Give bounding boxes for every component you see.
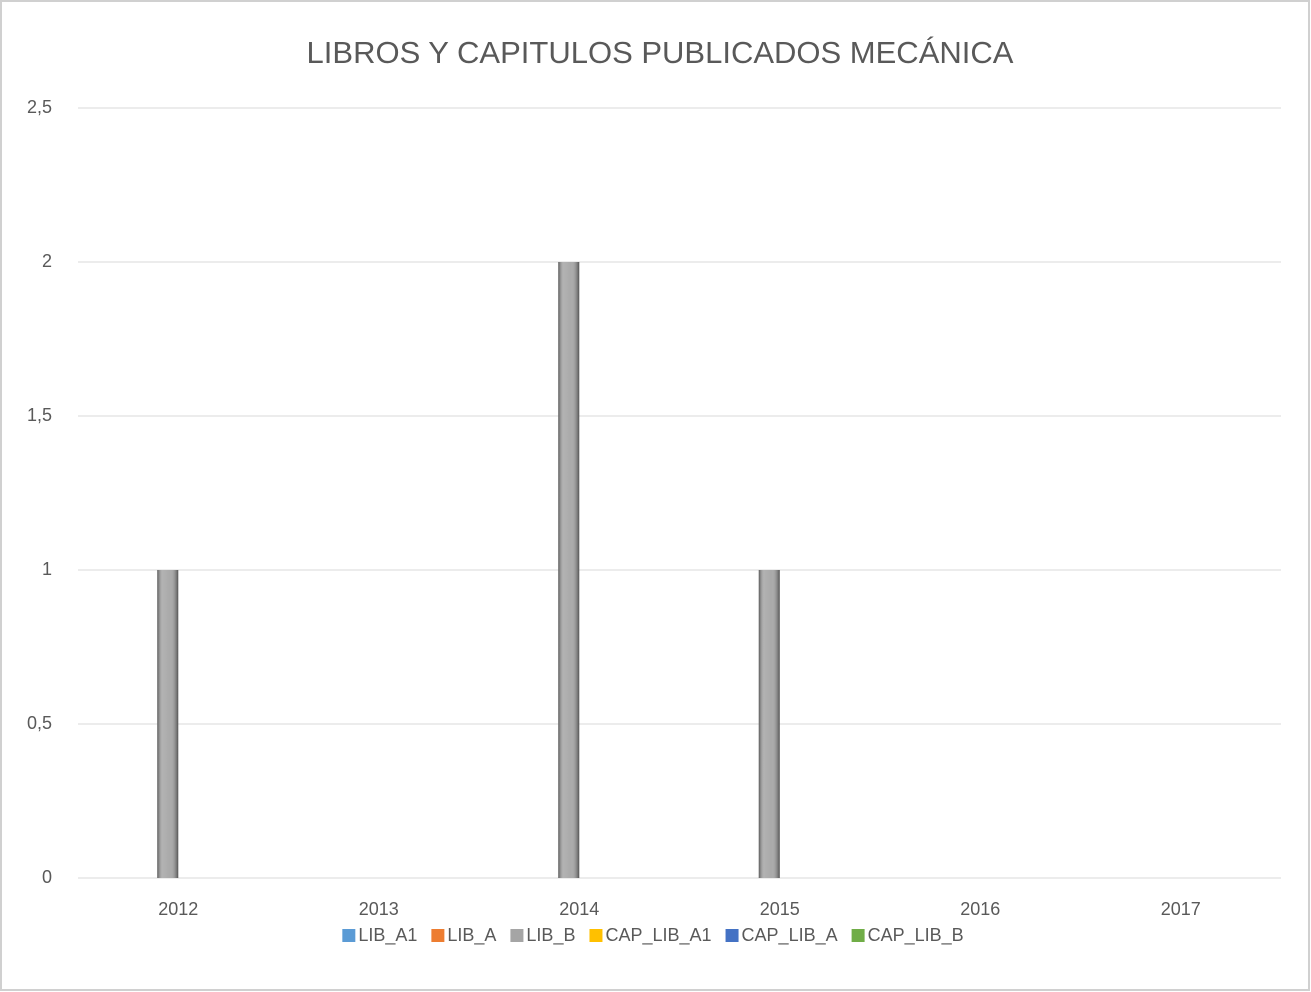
legend-swatch <box>589 929 603 942</box>
x-tick-label: 2015 <box>760 899 800 919</box>
bar-bevel <box>157 570 179 878</box>
x-tick-label: 2012 <box>158 899 198 919</box>
y-tick-label: 2 <box>42 251 52 271</box>
legend-swatch <box>851 929 865 942</box>
chart-title: LIBROS Y CAPITULOS PUBLICADOS MECÁNICA <box>307 35 1014 70</box>
y-tick-label: 0 <box>42 867 52 887</box>
legend-swatch <box>431 929 445 942</box>
y-tick-label: 2,5 <box>27 97 52 117</box>
x-tick-label: 2017 <box>1161 899 1201 919</box>
legend-label: LIB_B <box>526 925 575 946</box>
legend-label: CAP_LIB_A1 <box>605 925 711 946</box>
legend-swatch <box>342 929 356 942</box>
x-tick-label: 2014 <box>559 899 599 919</box>
legend-swatch <box>725 929 739 942</box>
legend-swatch <box>510 929 524 942</box>
x-tick-label: 2013 <box>359 899 399 919</box>
x-tick-label: 2016 <box>960 899 1000 919</box>
y-tick-label: 0,5 <box>27 713 52 733</box>
y-tick-label: 1,5 <box>27 405 52 425</box>
y-tick-label: 1 <box>42 559 52 579</box>
legend-label: LIB_A1 <box>358 925 417 946</box>
legend-label: CAP_LIB_A <box>742 925 838 946</box>
legend-label: CAP_LIB_B <box>868 925 964 946</box>
legend-label: LIB_A <box>447 925 496 946</box>
bar-bevel <box>758 570 780 878</box>
bar-bevel <box>558 262 580 878</box>
